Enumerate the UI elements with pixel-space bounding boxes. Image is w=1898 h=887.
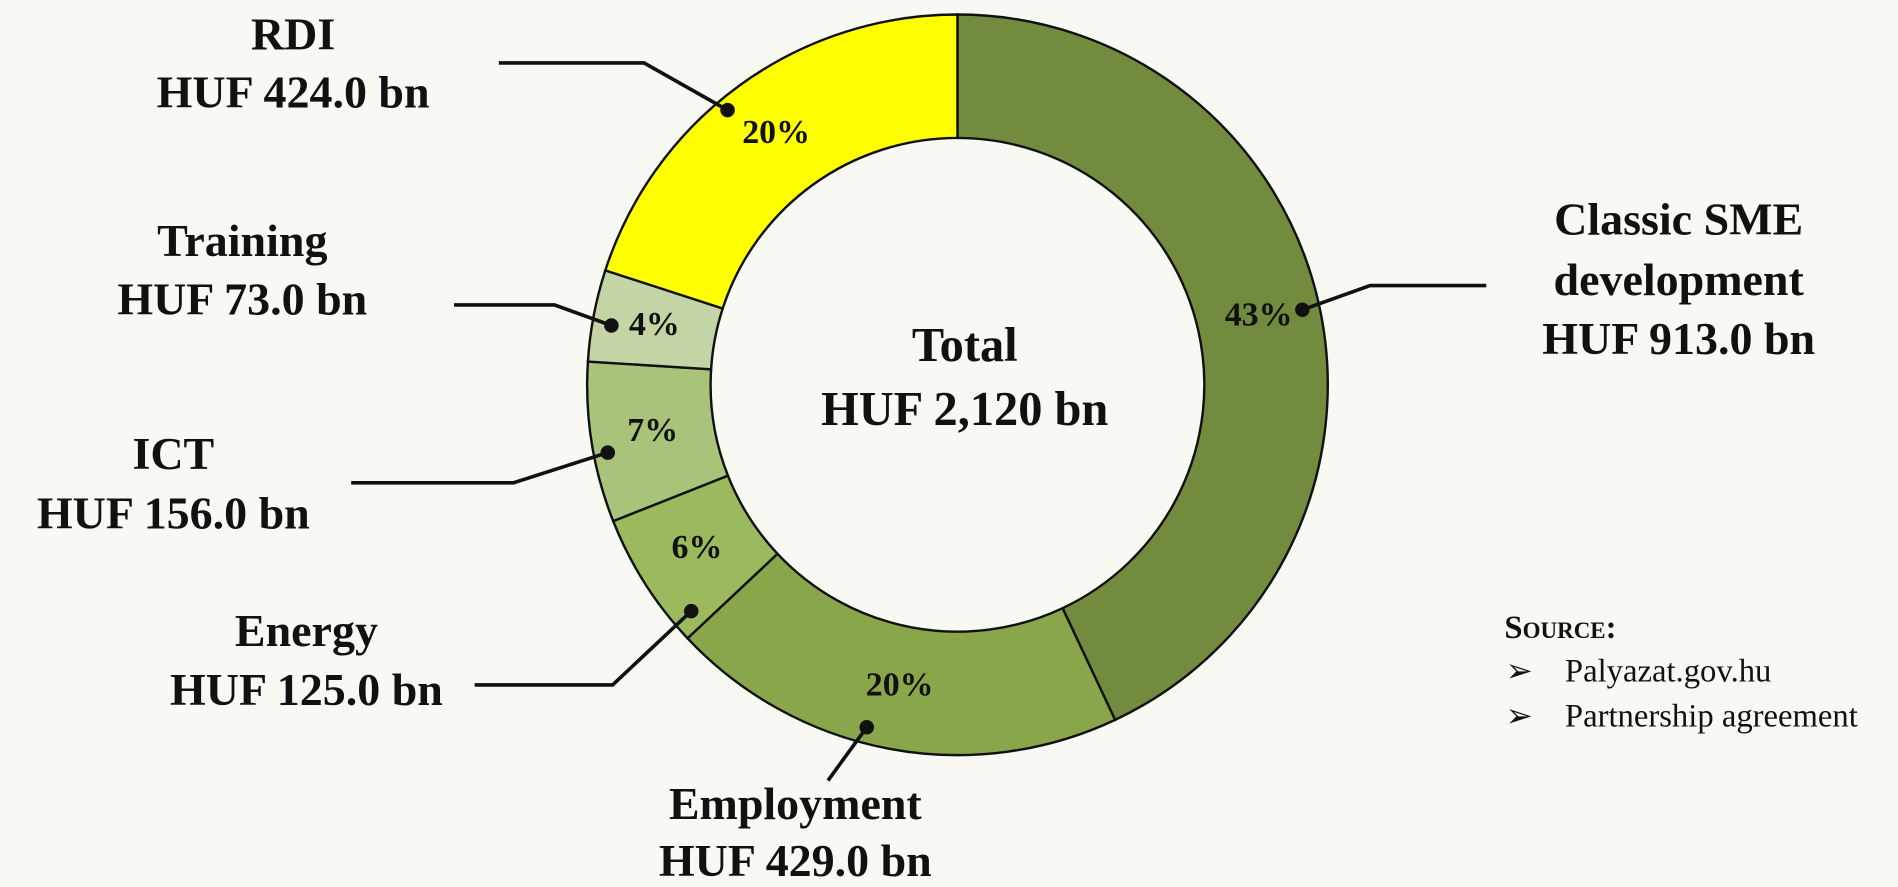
- leader-dot: [859, 720, 874, 735]
- bullet: ➢: [1506, 654, 1533, 690]
- leader-line: [351, 450, 609, 485]
- value-label: 43%: [1225, 296, 1293, 333]
- category-label: Training: [157, 215, 327, 266]
- leader-dot: [720, 102, 735, 118]
- center-title: Total: [912, 319, 1018, 372]
- center-total: HUF 2,120 bn: [821, 383, 1108, 436]
- category-label: ICT: [132, 428, 214, 479]
- category-label: Energy: [235, 605, 378, 656]
- value-label: 4%: [629, 306, 680, 343]
- category-label: development: [1554, 254, 1805, 305]
- amount-label: HUF 73.0 bn: [117, 273, 367, 324]
- bullet: ➢: [1506, 698, 1533, 734]
- donut-slice: [603, 13, 959, 311]
- leader-line: [454, 303, 613, 328]
- leader-line: [498, 61, 729, 112]
- category-label: Classic SME: [1554, 193, 1803, 244]
- leader-line: [474, 609, 693, 687]
- amount-label: HUF 913.0 bn: [1542, 313, 1815, 364]
- leader-line: [1301, 283, 1487, 312]
- amount-label: HUF 156.0 bn: [37, 487, 310, 538]
- donut-slice: [956, 13, 1329, 722]
- amount-label: HUF 424.0 bn: [157, 66, 430, 117]
- source-item: Partnership agreement: [1565, 698, 1858, 734]
- source-heading: Source:: [1504, 610, 1616, 646]
- source-item: Palyazat.gov.hu: [1565, 654, 1771, 690]
- value-label: 20%: [742, 114, 810, 151]
- amount-label: HUF 429.0 bn: [659, 835, 932, 886]
- leader-dot: [683, 603, 699, 619]
- leader-line: [826, 726, 869, 782]
- value-label: 7%: [627, 412, 678, 449]
- leader-dot: [1295, 302, 1310, 318]
- category-label: Employment: [669, 778, 923, 829]
- amount-label: HUF 125.0 bn: [170, 664, 443, 715]
- value-label: 20%: [866, 667, 934, 704]
- category-label: RDI: [251, 8, 335, 59]
- leader-dot: [600, 445, 616, 460]
- leader-dot: [604, 318, 619, 333]
- value-label: 6%: [672, 529, 723, 566]
- donut-slice: [685, 552, 1117, 757]
